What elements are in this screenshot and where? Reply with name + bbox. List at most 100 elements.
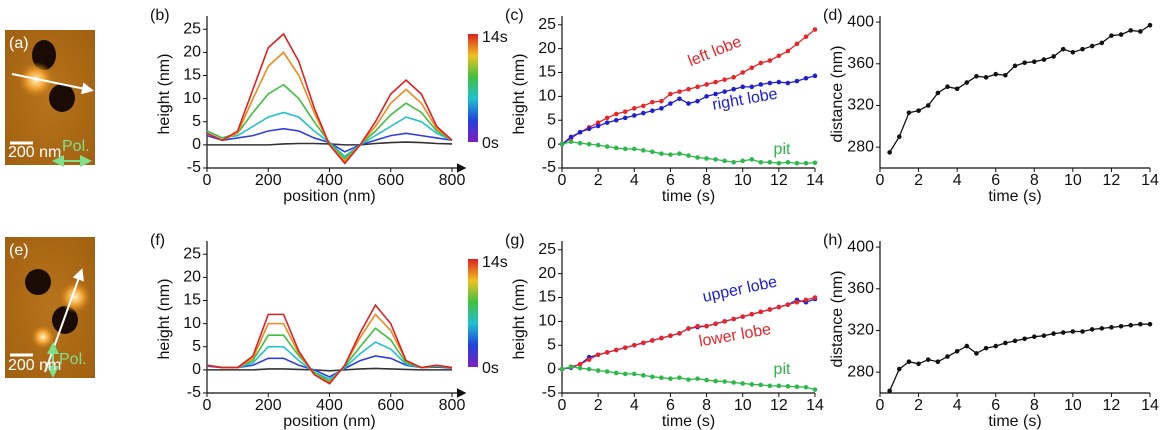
data-point	[1080, 46, 1085, 52]
y-tick-label: 280	[847, 138, 874, 155]
y-axis-title: distance (nm)	[829, 271, 846, 368]
data-point	[812, 27, 818, 32]
x-tick-label: 12	[1103, 172, 1121, 189]
y-tick-label: 0	[192, 136, 201, 153]
x-tick-label: 6	[991, 397, 1000, 414]
y-tick-label: 20	[538, 265, 556, 282]
data-point	[803, 34, 809, 40]
y-tick-label: 10	[538, 313, 556, 330]
data-point	[896, 134, 902, 140]
data-point	[668, 333, 673, 339]
y-tick-label: 25	[538, 16, 556, 33]
data-point	[1109, 33, 1114, 38]
x-tick-label: 10	[734, 172, 752, 189]
data-point	[695, 323, 700, 329]
series-label: left lobe	[686, 33, 744, 70]
data-point	[776, 304, 782, 310]
lobe-shape	[59, 281, 91, 313]
scale-label: 200 nm	[8, 357, 61, 374]
data-point	[713, 91, 718, 97]
x-tick-label: 400	[316, 172, 343, 189]
x-tick-label: 200	[255, 172, 282, 189]
y-tick-label: 20	[183, 269, 201, 286]
x-tick-label: 12	[770, 172, 788, 189]
y-tick-label: 10	[183, 315, 201, 332]
data-point	[586, 126, 592, 132]
data-point	[650, 338, 655, 343]
data-point	[1147, 22, 1153, 28]
data-point	[803, 75, 809, 81]
data-point	[740, 158, 746, 164]
data-point	[785, 384, 791, 389]
data-point	[1041, 333, 1047, 338]
data-point	[1138, 321, 1143, 327]
series-line	[889, 323, 1150, 392]
data-point	[568, 134, 574, 140]
data-point	[925, 103, 931, 108]
panel-label: (c)	[505, 7, 524, 24]
x-tick-label: 6	[666, 397, 675, 414]
x-tick-label: 10	[734, 397, 752, 414]
data-point	[896, 366, 902, 372]
x-tick-label: 12	[1103, 397, 1121, 414]
data-point	[1060, 330, 1066, 335]
data-point	[1099, 40, 1105, 46]
data-point	[722, 379, 727, 384]
y-tick-label: -5	[187, 159, 201, 176]
data-point	[568, 139, 574, 145]
data-point	[731, 159, 736, 165]
x-tick-label: 6	[991, 172, 1000, 189]
data-point	[559, 141, 565, 147]
x-tick-label: 2	[914, 397, 923, 414]
data-point	[887, 388, 892, 394]
series-line	[206, 313, 453, 384]
x-tick-label: 400	[316, 397, 343, 414]
data-point	[668, 152, 673, 157]
data-point	[1099, 326, 1105, 331]
data-point	[722, 77, 727, 82]
x-axis-title: position (nm)	[283, 188, 375, 205]
y-tick-label: 20	[183, 44, 201, 61]
series-line	[206, 83, 453, 160]
data-point	[713, 321, 718, 327]
data-point	[659, 375, 664, 381]
data-point	[916, 108, 921, 113]
data-point	[641, 110, 646, 116]
x-tick-label: 4	[630, 172, 639, 189]
panel-label: (d)	[823, 7, 843, 24]
data-point	[803, 297, 809, 303]
data-point	[704, 94, 709, 99]
data-point	[659, 98, 664, 104]
colorbar-label: 14s	[482, 29, 508, 46]
data-point	[704, 377, 709, 383]
data-point	[604, 120, 610, 125]
x-tick-label: 6	[666, 172, 675, 189]
data-point	[945, 354, 950, 359]
data-point	[604, 144, 610, 149]
data-point	[785, 48, 791, 54]
data-point	[677, 375, 682, 381]
x-tick-label: 4	[953, 172, 962, 189]
y-tick-label: 320	[847, 97, 874, 114]
data-point	[722, 158, 727, 164]
data-point	[974, 73, 979, 79]
scale-label: 200 nm	[8, 144, 61, 161]
data-point	[559, 366, 565, 372]
y-tick-label: 0	[547, 360, 556, 377]
data-point	[767, 58, 773, 63]
x-tick-label: 4	[630, 397, 639, 414]
y-tick-label: -5	[187, 384, 201, 401]
data-point	[604, 350, 610, 355]
series-line	[207, 367, 452, 372]
data-point	[906, 359, 912, 365]
data-point	[776, 383, 782, 389]
data-point	[659, 335, 664, 341]
data-point	[1138, 29, 1143, 34]
data-point	[758, 60, 764, 66]
data-point	[740, 314, 746, 319]
data-point	[1070, 329, 1076, 334]
data-point	[577, 129, 583, 135]
y-tick-label: 15	[538, 64, 556, 81]
data-point	[758, 309, 764, 315]
